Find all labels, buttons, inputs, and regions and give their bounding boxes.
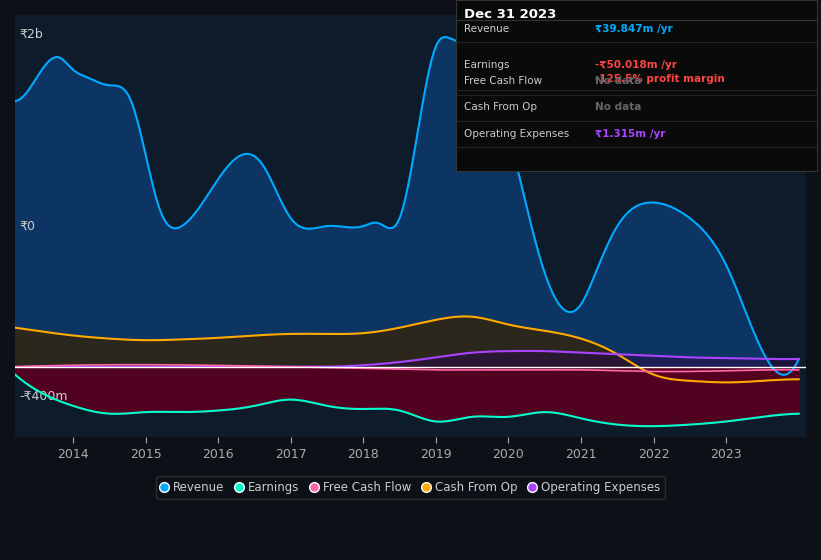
Text: ₹2b: ₹2b <box>19 27 43 41</box>
Text: Dec 31 2023: Dec 31 2023 <box>464 8 557 21</box>
Text: -₹400m: -₹400m <box>19 390 67 403</box>
Text: -₹50.018m /yr: -₹50.018m /yr <box>595 60 677 70</box>
Text: Revenue: Revenue <box>464 24 509 34</box>
Text: -125.5% profit margin: -125.5% profit margin <box>595 74 725 84</box>
Text: Earnings: Earnings <box>464 60 509 70</box>
Text: Free Cash Flow: Free Cash Flow <box>464 76 542 86</box>
Text: ₹39.847m /yr: ₹39.847m /yr <box>595 24 673 34</box>
Text: Operating Expenses: Operating Expenses <box>464 129 569 139</box>
Text: No data: No data <box>595 76 641 86</box>
Text: ₹1.315m /yr: ₹1.315m /yr <box>595 129 666 139</box>
Text: Cash From Op: Cash From Op <box>464 102 537 113</box>
Text: No data: No data <box>595 102 641 113</box>
Text: ₹0: ₹0 <box>19 220 35 232</box>
Legend: Revenue, Earnings, Free Cash Flow, Cash From Op, Operating Expenses: Revenue, Earnings, Free Cash Flow, Cash … <box>156 477 665 499</box>
